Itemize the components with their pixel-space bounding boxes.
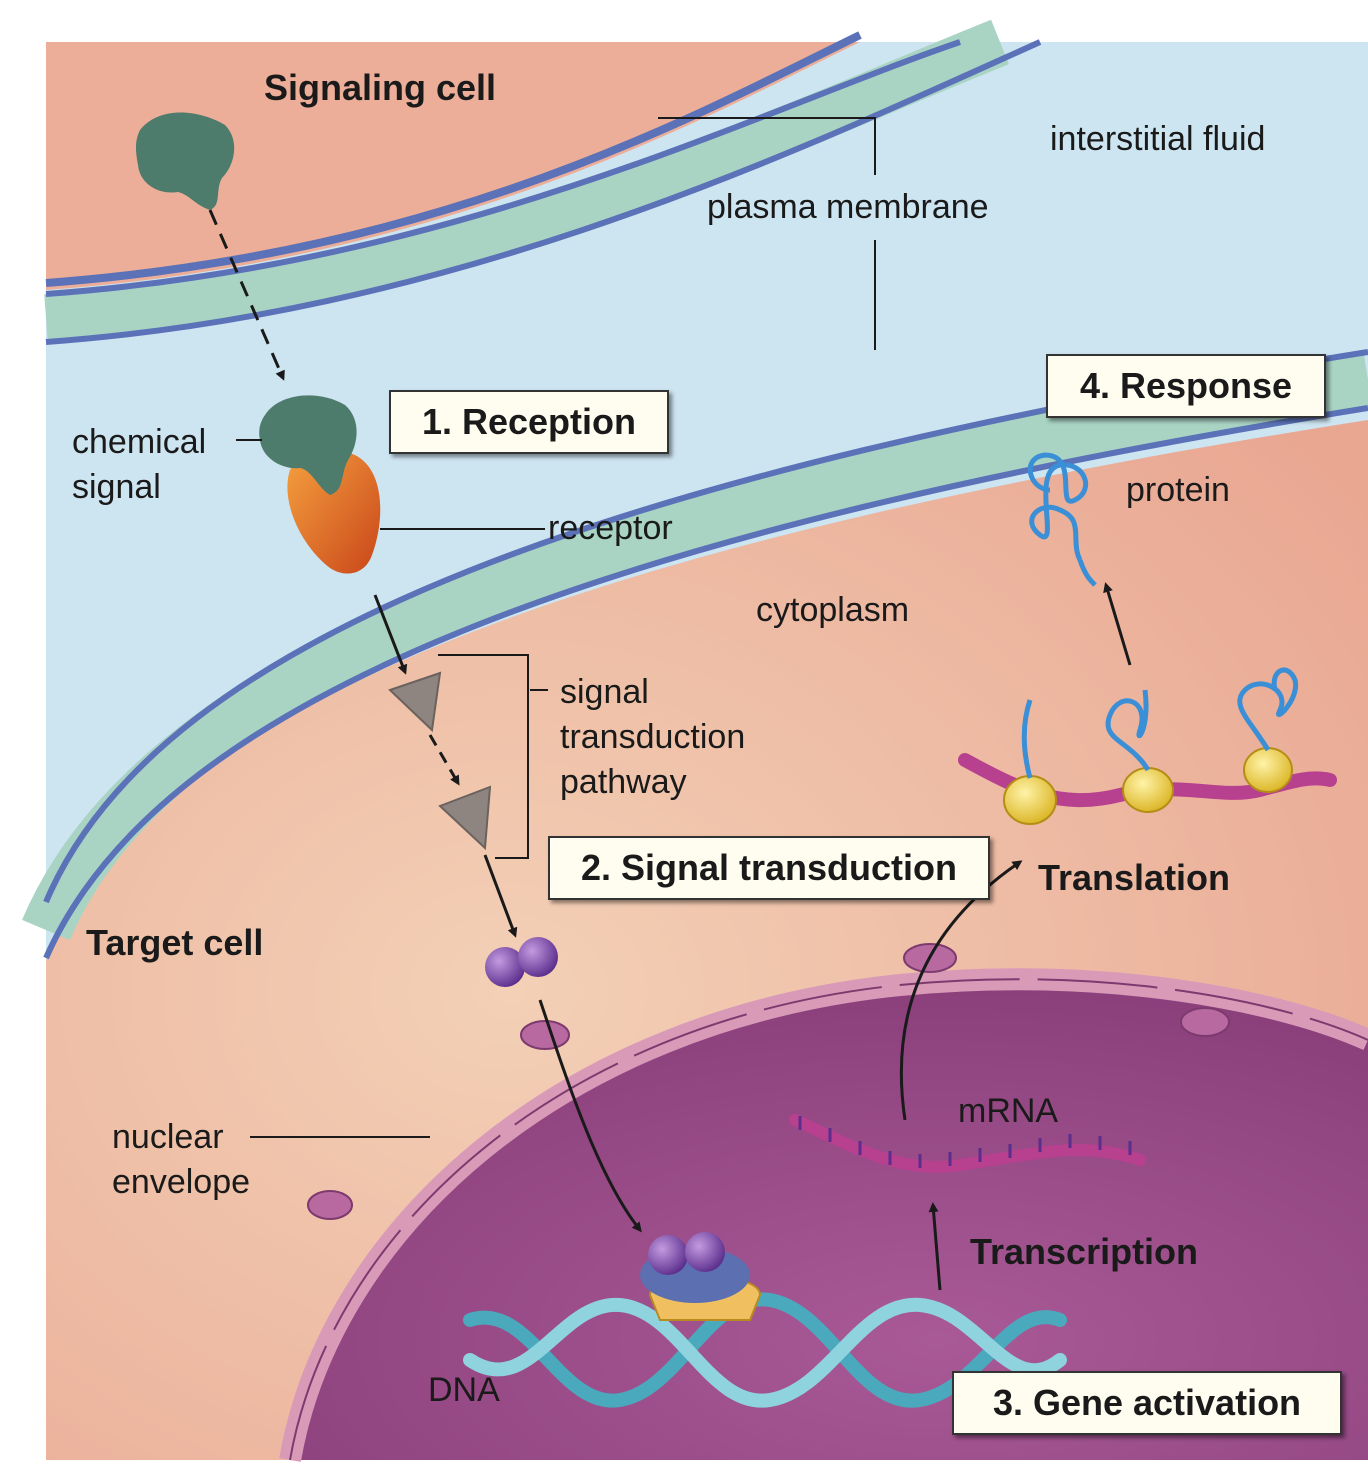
relay-to-tf-arrow [483, 854, 518, 938]
chemical-signal-molecule [135, 112, 235, 210]
chemical-signal-label-line1: chemical [72, 423, 207, 461]
transcription-factor-subunit [485, 947, 525, 987]
signal-travel-arrow [208, 209, 285, 381]
ribosomes [1003, 747, 1293, 825]
mrna-label: mRNA [958, 1092, 1059, 1130]
relay-dashed-arrow [428, 734, 460, 786]
bound-chemical-signal [259, 395, 357, 495]
leader-lines [236, 117, 876, 1138]
relay-protein-1 [388, 671, 442, 733]
relay-protein-2 [438, 785, 492, 851]
plasma-membrane-label: plasma membrane [707, 188, 989, 226]
nuclear-envelope-label-line1: nuclear [112, 1118, 224, 1156]
nuclear-envelope-gaps [289, 978, 1368, 1461]
folded-protein [1027, 452, 1097, 587]
receptor-label: receptor [548, 509, 673, 547]
chemical-signal-label-line2: signal [72, 468, 161, 506]
target-cell-label: Target cell [86, 922, 264, 963]
pathway-bracket [438, 654, 529, 859]
nuclear-envelope-label-line2: envelope [112, 1163, 251, 1201]
protein-label: protein [1126, 471, 1230, 509]
target-cell-membrane [22, 354, 1368, 941]
step-signal-transduction-box: 2. Signal transduction [548, 836, 990, 900]
signaling-cell-label: Signaling cell [264, 67, 497, 108]
plasma-membrane-leader-top [658, 117, 876, 175]
signaling-cell-membrane [44, 19, 1009, 342]
translation-label: Translation [1038, 857, 1231, 898]
signaling-cell-membrane-inner [45, 31, 862, 287]
receptor-protein [287, 450, 381, 574]
membrane-edge [45, 39, 1042, 345]
mrna-bases [798, 1116, 1132, 1168]
reception-to-relay-arrow [373, 594, 408, 675]
cytoplasm-label: cytoplasm [756, 591, 910, 629]
nascent-protein [1021, 699, 1033, 779]
dna-label: DNA [428, 1371, 500, 1409]
step-reception-box: 1. Reception [389, 390, 669, 454]
pathway-label-line3: pathway [560, 763, 687, 801]
step-gene-activation-box: 3. Gene activation [952, 1371, 1342, 1435]
transcription-factor-subunit [518, 937, 558, 977]
transcription-arrow [928, 1202, 942, 1291]
nascent-protein [1237, 667, 1299, 752]
bound-tf-subunit [685, 1232, 725, 1272]
interstitial-fluid-label: interstitial fluid [1050, 120, 1266, 158]
signaling-cell-region [46, 42, 860, 290]
step-response-box: 4. Response [1046, 354, 1326, 418]
translation-to-protein-arrow [1103, 582, 1132, 666]
nascent-protein [1105, 689, 1151, 772]
bound-tf-subunit [648, 1235, 688, 1275]
mrna-strand [789, 1114, 1146, 1173]
pathway-label-line2: transduction [560, 718, 746, 756]
transcription-label: Transcription [970, 1231, 1199, 1272]
membrane-edge [43, 405, 1368, 960]
pathway-label-line1: signal [560, 673, 649, 711]
tf-to-dna-arrow [538, 999, 642, 1233]
membrane-edge [45, 39, 961, 297]
